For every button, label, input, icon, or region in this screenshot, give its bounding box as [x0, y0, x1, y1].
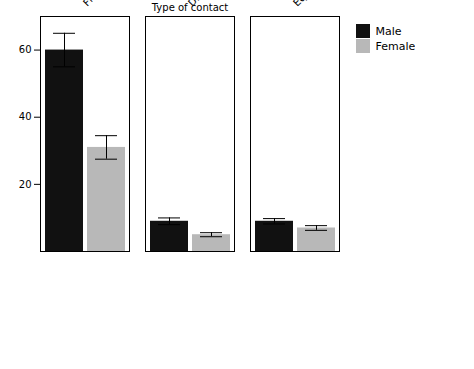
- svg-text:Equipment contacts: Equipment contacts: [291, 0, 350, 8]
- html-text:Female: Female: [375, 39, 416, 53]
- svg-text:40: 40: [19, 111, 32, 122]
- svg-text:60: 60: [19, 44, 32, 55]
- svg-text:20: 20: [19, 179, 32, 190]
- svg-text:Type of contact: Type of contact: [151, 2, 228, 13]
- svg-text:Flappings: Flappings: [81, 0, 123, 8]
- html-text:Male: Male: [375, 24, 402, 38]
